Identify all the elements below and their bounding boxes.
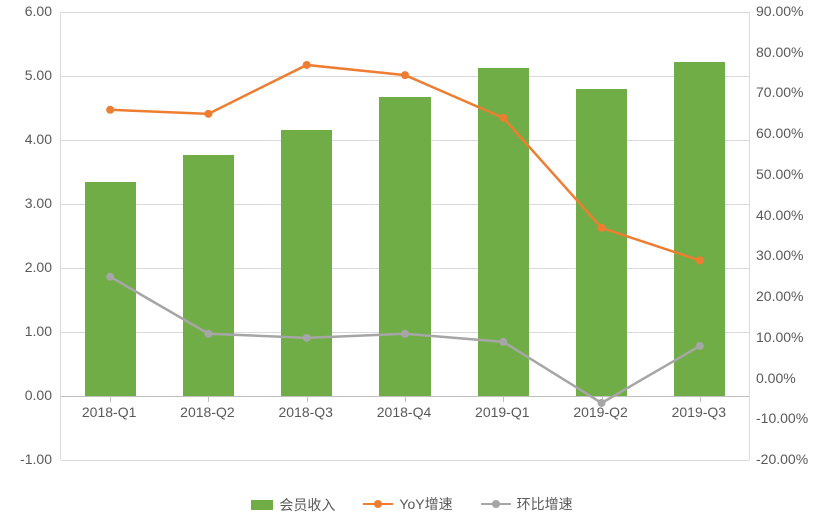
y-right-tick-label: 50.00% (756, 166, 803, 182)
x-tick (602, 396, 603, 402)
x-tick-label: 2018-Q2 (180, 404, 234, 420)
y-right-tick-label: 60.00% (756, 125, 803, 141)
y-right-tick-label: 0.00% (756, 370, 796, 386)
x-tick (110, 396, 111, 402)
y-left-tick-label: 2.00 (25, 259, 52, 275)
legend-item: YoY增速 (363, 494, 452, 514)
legend-item: 会员收入 (251, 495, 335, 515)
y-right-tick-label: -10.00% (756, 410, 808, 426)
y-right-tick-label: 70.00% (756, 84, 803, 100)
yoy-marker (204, 110, 212, 118)
legend-label: 环比增速 (517, 494, 573, 514)
legend-swatch-line (481, 498, 511, 510)
x-tick (503, 396, 504, 402)
y-left-tick-label: -1.00 (20, 451, 52, 467)
plot-area (60, 12, 750, 460)
bar (576, 89, 627, 396)
y-right-tick-label: 10.00% (756, 329, 803, 345)
grid-line (61, 76, 749, 77)
y-left-tick-label: 5.00 (25, 67, 52, 83)
x-tick (700, 396, 701, 402)
yoy-marker (303, 61, 311, 69)
y-right-tick-label: 90.00% (756, 3, 803, 19)
y-right-tick-label: 30.00% (756, 247, 803, 263)
y-left-tick-label: 4.00 (25, 131, 52, 147)
bar (478, 68, 529, 396)
y-left-tick-label: 1.00 (25, 323, 52, 339)
y-right-tick-label: -20.00% (756, 451, 808, 467)
legend-swatch-bar (251, 500, 273, 510)
grid-line (61, 12, 749, 13)
y-left-tick-label: 3.00 (25, 195, 52, 211)
y-right-tick-label: 20.00% (756, 288, 803, 304)
legend: 会员收入 YoY增速 环比增速 (0, 494, 824, 515)
yoy-marker (106, 106, 114, 114)
bar (85, 182, 136, 396)
y-left-tick-label: 0.00 (25, 387, 52, 403)
grid-line (61, 460, 749, 461)
x-tick (307, 396, 308, 402)
x-tick-label: 2019-Q2 (573, 404, 627, 420)
x-tick-label: 2019-Q1 (475, 404, 529, 420)
x-tick (405, 396, 406, 402)
bar (183, 155, 234, 396)
bar (379, 97, 430, 396)
x-tick-label: 2018-Q4 (377, 404, 431, 420)
y-right-tick-label: 80.00% (756, 44, 803, 60)
x-tick-label: 2018-Q1 (82, 404, 136, 420)
x-tick-label: 2019-Q3 (672, 404, 726, 420)
bar (674, 62, 725, 396)
x-tick (208, 396, 209, 402)
combo-chart: 会员收入 YoY增速 环比增速 -1.00 0.00 1.00 2.00 3.00 4.00 5… (0, 0, 824, 519)
bar (281, 130, 332, 396)
legend-label: YoY增速 (399, 494, 452, 514)
y-right-tick-label: 40.00% (756, 207, 803, 223)
legend-label: 会员收入 (279, 495, 335, 515)
legend-item: 环比增速 (481, 494, 573, 514)
legend-swatch-line (363, 498, 393, 510)
y-left-tick-label: 6.00 (25, 3, 52, 19)
x-tick-label: 2018-Q3 (278, 404, 332, 420)
